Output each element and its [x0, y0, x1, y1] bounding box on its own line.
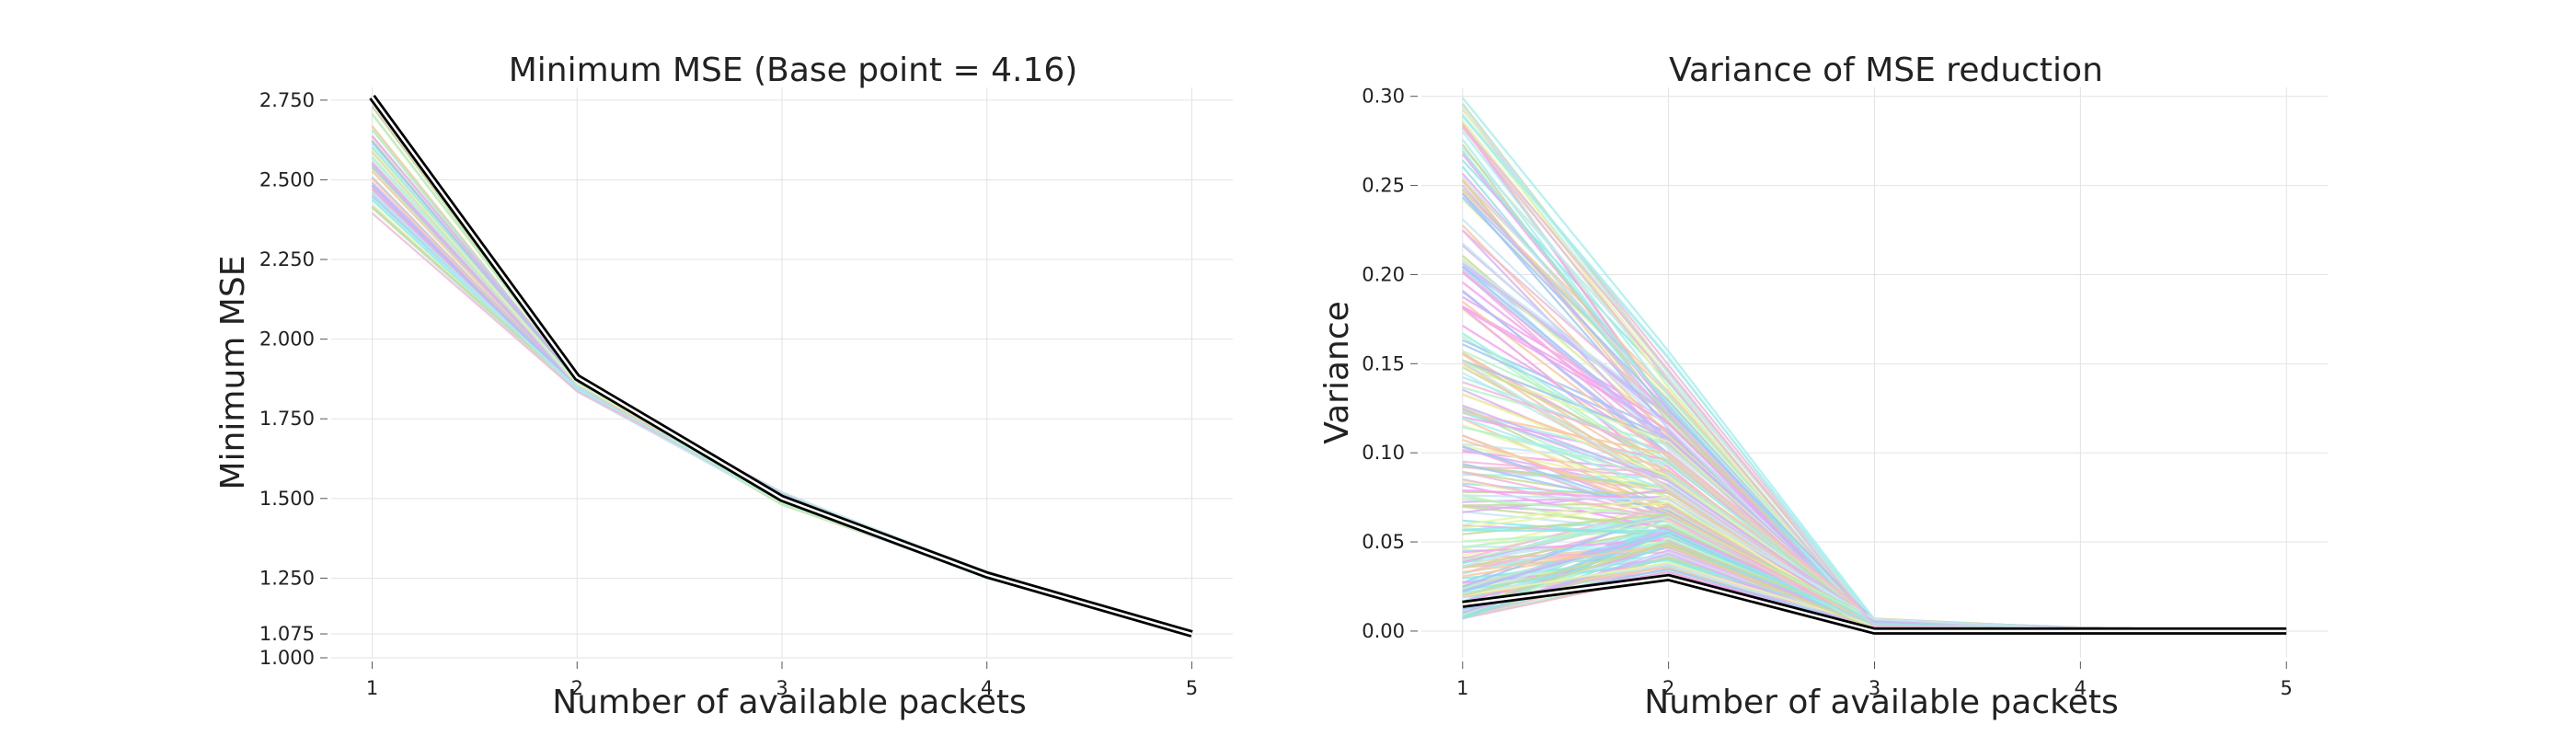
right-x-ticks: 1 2 3 4 5 [1456, 661, 2293, 699]
highlight-series-core [371, 96, 1192, 636]
x-tick-label: 5 [2281, 677, 2293, 699]
x-tick-label: 3 [1869, 677, 1880, 699]
right-x-axis-label: Number of available packets [1644, 684, 2118, 721]
y-tick-label: 0.20 [1362, 263, 1405, 285]
x-tick-label: 1 [1456, 677, 1468, 699]
y-tick-label: 1.000 [259, 647, 315, 669]
variance-panel: 0.00 0.05 0.10 0.15 0.20 0.25 0.30 1 2 3 4 5 Varia… [1318, 52, 2328, 721]
y-tick-label: 0.30 [1362, 86, 1405, 108]
right-highlight-line [1462, 573, 2287, 635]
highlight-series-core [1462, 576, 2287, 633]
left-chart-title: Minimum MSE (Base point = 4.16) [509, 52, 1078, 89]
y-tick-label: 1.250 [259, 567, 315, 589]
y-tick-label: 2.750 [259, 89, 315, 111]
y-tick-label: 2.250 [259, 248, 315, 270]
y-tick-label: 0.00 [1362, 620, 1405, 642]
right-chart-title: Variance of MSE reduction [1669, 52, 2103, 89]
y-tick-label: 1.750 [259, 408, 315, 430]
left-x-ticks: 1 2 3 4 5 [366, 661, 1198, 699]
x-tick-label: 1 [366, 677, 378, 699]
y-tick-label: 0.15 [1362, 352, 1405, 374]
right-y-ticks: 0.00 0.05 0.10 0.15 0.20 0.25 0.30 [1362, 86, 1418, 642]
y-tick-label: 1.500 [259, 488, 315, 510]
left-x-axis-label: Number of available packets [552, 684, 1026, 721]
right-grid [1421, 87, 2328, 658]
x-tick-label: 4 [2075, 677, 2087, 699]
y-tick-label: 0.05 [1362, 531, 1405, 553]
y-tick-label: 0.25 [1362, 175, 1405, 197]
right-y-axis-label: Variance [1318, 301, 1356, 444]
left-highlight-line [369, 95, 1193, 638]
y-tick-label: 2.500 [259, 168, 315, 190]
left-y-axis-label: Minimum MSE [214, 256, 252, 490]
left-grid [331, 87, 1233, 659]
x-tick-label: 4 [981, 677, 993, 699]
x-tick-label: 2 [571, 677, 583, 699]
x-tick-label: 5 [1186, 677, 1198, 699]
y-tick-label: 0.10 [1362, 442, 1405, 464]
y-tick-label: 1.075 [259, 623, 315, 645]
y-tick-label: 2.000 [259, 328, 315, 351]
x-tick-label: 3 [776, 677, 788, 699]
x-tick-label: 2 [1662, 677, 1674, 699]
